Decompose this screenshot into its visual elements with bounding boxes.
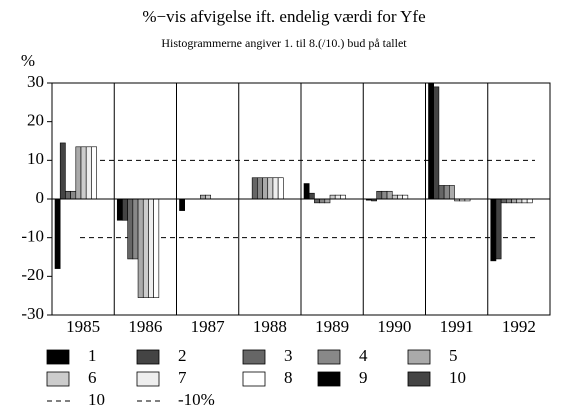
bar bbox=[495, 198, 502, 260]
legend-swatch bbox=[46, 371, 70, 387]
legend-label: 10 bbox=[88, 390, 105, 408]
bar bbox=[391, 194, 398, 200]
bar bbox=[340, 194, 346, 200]
legend-label: 8 bbox=[284, 368, 293, 387]
bar bbox=[308, 192, 315, 200]
bar bbox=[153, 198, 160, 298]
bar bbox=[386, 190, 393, 200]
bar bbox=[319, 198, 326, 204]
bar bbox=[80, 146, 87, 200]
bar bbox=[303, 183, 310, 200]
legend-label: 3 bbox=[284, 346, 293, 365]
legend-swatch bbox=[136, 349, 160, 365]
legend-label: 7 bbox=[178, 368, 187, 387]
bar bbox=[397, 194, 403, 200]
bar bbox=[277, 177, 284, 200]
legend-label: 5 bbox=[449, 346, 458, 365]
legend-swatch bbox=[407, 371, 431, 387]
bar bbox=[334, 194, 341, 200]
bar bbox=[402, 194, 409, 200]
x-tick-label: 1992 bbox=[502, 317, 536, 336]
bar bbox=[85, 146, 92, 200]
x-tick-label: 1986 bbox=[128, 317, 162, 336]
bar bbox=[205, 194, 211, 200]
bar bbox=[257, 177, 263, 200]
bar bbox=[438, 185, 445, 200]
bar bbox=[521, 198, 528, 204]
y-tick-label: -10 bbox=[21, 227, 44, 246]
legend-swatch bbox=[242, 371, 266, 387]
y-tick-label: -20 bbox=[21, 265, 44, 284]
bar bbox=[142, 198, 149, 298]
bar bbox=[329, 194, 336, 200]
bar bbox=[428, 82, 434, 200]
legend-label: 4 bbox=[359, 346, 368, 365]
x-tick-label: 1988 bbox=[253, 317, 287, 336]
bar bbox=[148, 198, 154, 298]
y-tick-label: 20 bbox=[27, 111, 44, 130]
bar bbox=[59, 142, 66, 200]
chart-subtitle: Histogrammerne angiver 1. til 8.(/10.) b… bbox=[161, 36, 407, 50]
legend-swatch bbox=[317, 371, 341, 387]
legend-label: 1 bbox=[88, 346, 97, 365]
bar bbox=[526, 198, 533, 204]
legend-label: 6 bbox=[88, 368, 97, 387]
x-tick-label: 1985 bbox=[66, 317, 100, 336]
legend-label: 2 bbox=[178, 346, 187, 365]
bar bbox=[267, 177, 274, 200]
bar bbox=[75, 146, 82, 200]
bar bbox=[500, 198, 507, 204]
x-tick-label: 1991 bbox=[440, 317, 474, 336]
legend-swatch bbox=[46, 349, 70, 365]
bar bbox=[132, 198, 139, 260]
legend-label: -10% bbox=[178, 390, 215, 408]
y-axis-label: % bbox=[21, 51, 35, 70]
legend-swatch bbox=[407, 349, 431, 365]
bar bbox=[511, 198, 518, 204]
bar bbox=[448, 185, 455, 200]
bar bbox=[490, 198, 497, 262]
bar bbox=[137, 198, 144, 298]
bar bbox=[272, 177, 279, 200]
bar bbox=[127, 198, 134, 260]
bar bbox=[91, 146, 97, 200]
y-tick-label: 10 bbox=[27, 149, 44, 168]
bar bbox=[506, 198, 512, 204]
legend-swatch bbox=[317, 349, 341, 365]
bar bbox=[516, 198, 523, 204]
x-tick-label: 1990 bbox=[377, 317, 411, 336]
bar bbox=[116, 198, 123, 221]
y-tick-label: -30 bbox=[21, 304, 44, 323]
bar bbox=[381, 190, 388, 200]
x-tick-label: 1987 bbox=[191, 317, 226, 336]
y-tick-label: 0 bbox=[36, 188, 45, 207]
bar bbox=[179, 198, 185, 211]
bar bbox=[65, 190, 71, 200]
bar bbox=[70, 190, 77, 200]
legend-swatch bbox=[242, 349, 266, 365]
bar bbox=[200, 194, 206, 200]
x-tick-label: 1989 bbox=[315, 317, 349, 336]
bar bbox=[251, 177, 258, 200]
bar bbox=[54, 198, 61, 269]
bar bbox=[262, 177, 269, 200]
bar bbox=[314, 198, 320, 204]
chart-title: %−vis afvigelse ift. endelig værdi for Y… bbox=[142, 7, 425, 26]
legend-swatch bbox=[136, 371, 160, 387]
bar bbox=[376, 190, 383, 200]
y-tick-label: 30 bbox=[27, 72, 44, 91]
bar bbox=[324, 198, 331, 204]
bar bbox=[122, 198, 128, 221]
legend-label: 9 bbox=[359, 368, 368, 387]
bar bbox=[443, 185, 450, 200]
bar bbox=[433, 86, 440, 200]
legend-label: 10 bbox=[449, 368, 466, 387]
